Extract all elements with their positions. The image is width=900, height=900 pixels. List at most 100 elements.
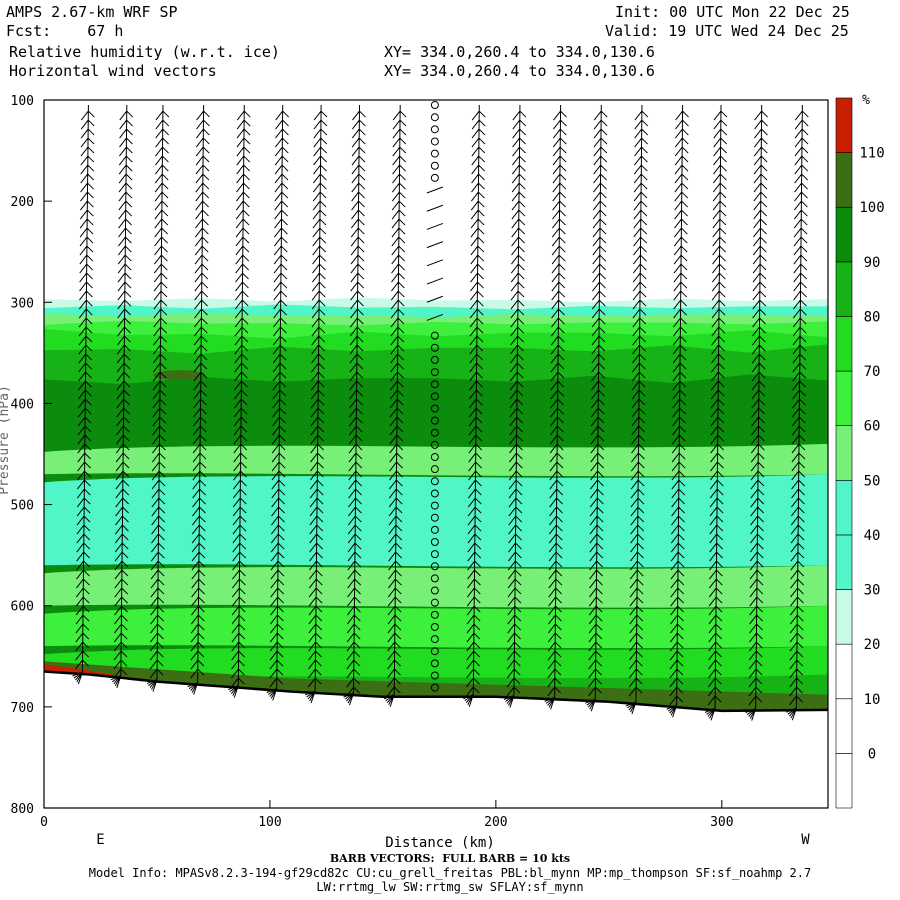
calm-circle [430,343,439,352]
terrain-surface-line [43,670,829,713]
calm-circle [430,550,439,559]
colorbar-swatch [835,261,853,317]
calm-circle [430,416,439,425]
barb-surface [187,682,199,695]
barb-surface [786,707,797,721]
barb-shaft [588,105,608,700]
barb-shaft [506,105,527,697]
barb-surface [304,690,316,704]
barb-shaft [75,105,95,673]
colorbar-swatch [835,698,853,754]
field-label-wind: Horizontal wind vectors [9,62,217,80]
colorbar-label: 30 [864,583,881,599]
calm-circle [430,440,439,449]
calm-circle [430,331,439,340]
colorbar-label: 10 [864,692,881,708]
barb-note: BARB VECTORS: FULL BARB = 10 kts [329,852,571,865]
wind-barb-column-19 [786,105,809,721]
barb-shaft [628,105,649,702]
y-tick-label: 600 [11,600,34,615]
x-tick-label: 0 [40,815,48,830]
colorbar-swatch [835,206,853,263]
wind-barb-column-1 [72,105,95,685]
calm-circle [430,137,439,146]
colorbar-label: 60 [864,419,881,435]
y-tick-label: 800 [11,802,34,817]
calm-circle [430,501,439,510]
rh-band-60-70-low [44,565,828,608]
colorbar-label: 50 [864,473,881,489]
wind-barb-column-7 [304,105,328,704]
wind-barb-column-16 [666,105,689,718]
barb-shaft [230,105,251,688]
wind-barb-column-17 [704,105,728,721]
colorbar-swatch [835,534,853,590]
colorbar-swatch [835,370,853,426]
colorbar-label: 80 [864,309,881,325]
barb-shaft [269,105,290,689]
calm-circle [430,598,439,607]
y-tick-label: 100 [11,94,34,109]
barb-shaft [707,105,728,709]
model-info-2: LW:rrtmg_lw SW:rrtmg_sw SFLAY:sf_mynn [316,880,584,894]
chart-title: AMPS 2.67-km WRF SP [6,3,178,21]
valid-time: Valid: 19 UTC Wed 24 Dec 25 [605,22,849,40]
colorbar-label: 110 [859,146,884,162]
y-tick-label: 500 [11,499,34,514]
barb-tick [426,295,444,303]
wind-barb-column-14 [585,105,608,712]
barb-tick [426,222,444,230]
calm-circle [430,671,439,680]
calm-circle [430,477,439,486]
calm-circle [430,659,439,668]
x-end-label-east: E [96,832,104,848]
colorbar-swatch [835,97,853,153]
calm-circle [430,149,439,158]
barb-tick [426,277,444,285]
calm-circle [430,586,439,595]
colorbar-swatch [835,425,853,481]
wind-barb-column-8 [343,105,366,706]
colorbar-label: 20 [864,637,881,653]
barb-shaft [669,105,689,706]
barb-tick [426,186,444,194]
rh-band-70-80-low [44,605,828,649]
init-time: Init: 00 UTC Mon 22 Dec 25 [615,3,850,21]
calm-circle [430,125,439,134]
calm-circle [430,355,439,364]
barb-shaft [547,105,567,698]
colorbar-swatch [835,753,853,809]
barb-surface [544,696,556,710]
barb-shaft [149,105,170,680]
barb-shaft [113,105,134,679]
colorbar-label: 90 [864,255,881,271]
calm-circle [430,635,439,644]
barb-shaft [190,105,210,683]
xy-line-2: XY= 334.0,260.4 to 334.0,130.6 [384,62,655,80]
barb-surface [704,707,716,721]
barb-surface [463,694,474,707]
wind-barb-column-4 [187,105,210,695]
barb-shaft [386,105,407,697]
barb-surface [343,692,355,706]
barb-tick [426,241,444,249]
rh-core-110 [153,370,206,381]
barb-tick [426,204,444,212]
calm-circle [430,525,439,534]
wind-barb-column-10 [426,101,444,692]
calm-circle [430,161,439,170]
calm-circle [430,513,439,522]
model-info: Model Info: MPASv8.2.3-194-gf29cd82c CU:… [88,866,812,880]
x-end-label-west: W [801,832,810,848]
calm-circle [430,647,439,656]
y-tick-label: 400 [11,397,34,412]
colorbar-swatch [835,152,853,208]
barb-surface [625,701,637,715]
field-label-rh: Relative humidity (w.r.t. ice) [9,43,280,61]
y-tick-label: 300 [11,296,34,311]
barb-tick [426,259,444,267]
barb-shaft [789,105,809,709]
colorbar-label: 100 [859,200,884,216]
wind-barb-column-13 [544,105,567,710]
barb-shaft [465,105,486,697]
